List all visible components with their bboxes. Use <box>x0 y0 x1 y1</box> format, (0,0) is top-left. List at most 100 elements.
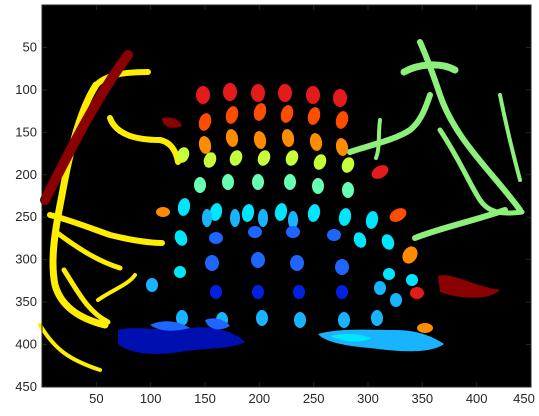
deep-blue-blob <box>252 285 264 299</box>
cyan-blob <box>307 204 321 222</box>
x-tick-label: 400 <box>466 391 488 406</box>
orange-blob <box>309 133 323 151</box>
orange-blob <box>156 207 170 217</box>
green-yellow-blob <box>313 154 327 170</box>
y-tick-label: 250 <box>15 209 37 224</box>
cyan-blob <box>381 234 395 250</box>
navy-region <box>118 327 245 354</box>
mint-blob <box>222 174 234 190</box>
yellow-region <box>107 115 181 165</box>
orange-blob <box>335 138 349 156</box>
green-region <box>412 207 508 241</box>
cyan-blob <box>274 203 288 221</box>
sky-blob <box>390 293 402 307</box>
label-regions <box>38 39 525 372</box>
red-blob <box>196 86 210 104</box>
mint-blob <box>284 174 296 190</box>
green-yellow-blob <box>203 152 217 168</box>
sky-blob <box>374 281 386 295</box>
x-axis: 50 100 150 200 250 300 350 400 450 <box>89 5 535 406</box>
mint-blob <box>252 174 264 190</box>
y-tick-label: 450 <box>15 379 37 394</box>
orange-blob <box>402 246 418 264</box>
cyan-blob <box>338 208 352 226</box>
x-tick-label: 250 <box>303 391 325 406</box>
x-tick-label: 100 <box>140 391 162 406</box>
x-tick-label: 450 <box>513 391 535 406</box>
blue-blob <box>327 229 341 241</box>
red-blob <box>278 84 292 102</box>
cyan-blob <box>174 266 186 278</box>
orange-blob <box>198 136 212 154</box>
sky-blob <box>338 312 350 328</box>
cyan-region <box>330 333 372 342</box>
dark-red-region <box>40 50 133 205</box>
orange-red-blob <box>335 111 349 129</box>
y-tick-label: 200 <box>15 167 37 182</box>
axes-box <box>41 4 532 388</box>
x-tick-label: 200 <box>248 391 270 406</box>
y-tick-label: 350 <box>15 294 37 309</box>
cyan-blob <box>209 203 223 221</box>
cyan-blob <box>365 211 379 229</box>
sky-blob <box>371 310 383 326</box>
cyan-blob <box>353 232 367 248</box>
green-yellow-blob <box>285 150 299 166</box>
x-tick-label: 300 <box>357 391 379 406</box>
green-yellow-blob <box>341 157 355 173</box>
orange-red-blob <box>225 106 239 124</box>
y-tick-label: 400 <box>15 337 37 352</box>
orange-red-blob <box>198 113 212 131</box>
green-region <box>347 92 433 155</box>
cyan-blob <box>406 274 418 286</box>
sky-blob <box>294 312 306 328</box>
blue-blob <box>290 255 304 271</box>
blue-blob <box>209 232 223 244</box>
orange-blob <box>225 129 239 147</box>
blue-region <box>150 321 190 331</box>
sky-blob <box>230 209 240 227</box>
cyan-blob <box>177 198 191 216</box>
orange-red-blob <box>253 103 267 121</box>
plot-area <box>42 5 531 387</box>
sky-blob <box>176 310 188 326</box>
y-tick-label: 300 <box>15 252 37 267</box>
orange-red-blob <box>389 208 407 222</box>
yellow-region <box>47 212 165 246</box>
red-blob <box>223 83 237 101</box>
y-axis: 50 100 150 200 250 300 350 400 450 <box>15 39 531 394</box>
green-yellow-blob <box>257 150 271 166</box>
mint-blob <box>194 177 206 193</box>
green-region <box>400 61 459 76</box>
red-blob <box>371 165 389 179</box>
yellow-region <box>61 267 111 325</box>
dark-red-region <box>162 117 182 128</box>
orange-blob <box>253 131 267 149</box>
blue-blob <box>251 252 265 268</box>
deep-blue-blob <box>336 285 348 299</box>
orange-red-blob <box>307 107 321 125</box>
red-blob <box>333 89 347 107</box>
red-blob <box>410 287 424 299</box>
blue-blob <box>205 255 219 271</box>
x-tick-label: 50 <box>89 391 103 406</box>
orange-blob <box>417 323 433 333</box>
sky-blob <box>288 211 298 229</box>
sky-blob <box>202 209 212 227</box>
green-yellow-blob <box>176 147 190 163</box>
sky-blob <box>256 310 268 326</box>
red-blob <box>306 86 320 104</box>
dark-red-region <box>438 275 500 298</box>
green-region <box>374 118 382 160</box>
green-region <box>498 93 522 182</box>
orange-blob <box>281 129 295 147</box>
x-tick-label: 150 <box>194 391 216 406</box>
blue-blob <box>286 226 300 238</box>
cyan-blob <box>383 268 395 280</box>
cyan-blob <box>241 204 255 222</box>
y-tick-label: 100 <box>15 82 37 97</box>
sky-blob <box>146 278 158 292</box>
yellow-region <box>96 273 137 302</box>
deep-blue-blob <box>293 285 305 299</box>
